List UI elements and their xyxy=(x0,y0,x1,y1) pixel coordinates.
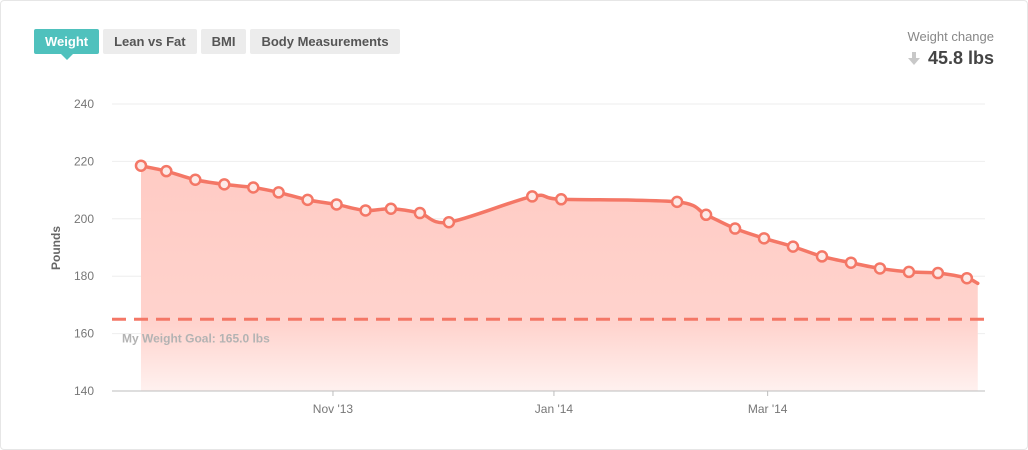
data-point xyxy=(359,204,372,217)
weight-points xyxy=(134,159,974,285)
arrow-down-icon xyxy=(907,51,920,65)
data-point xyxy=(931,266,945,280)
data-point xyxy=(442,215,456,229)
tab-body-measurements[interactable]: Body Measurements xyxy=(250,29,400,54)
data-point xyxy=(728,222,742,235)
data-point xyxy=(844,256,858,269)
data-point xyxy=(525,190,539,203)
y-tick-label: 220 xyxy=(74,154,94,168)
y-tick-label: 140 xyxy=(74,384,94,398)
chart-tabs: Weight Lean vs Fat BMI Body Measurements xyxy=(34,29,400,60)
weight-area xyxy=(140,165,978,391)
tab-weight[interactable]: Weight xyxy=(34,29,100,60)
y-axis-title: Pounds xyxy=(49,226,63,270)
data-point xyxy=(960,271,974,285)
goal-label: My Weight Goal: 165.0 lbs xyxy=(122,331,270,345)
tab-lean-vs-fat[interactable]: Lean vs Fat xyxy=(103,29,197,54)
x-tick-label: Jan '14 xyxy=(535,402,574,416)
data-point xyxy=(902,265,916,279)
weight-change-value-row: 45.8 lbs xyxy=(907,48,994,69)
y-axis-ticks: 140 160 180 200 220 240 xyxy=(74,97,94,398)
weight-change-value: 45.8 lbs xyxy=(927,48,994,68)
x-tick-label: Nov '13 xyxy=(313,402,354,416)
y-tick-label: 160 xyxy=(74,327,94,341)
data-point xyxy=(301,193,314,207)
data-point xyxy=(218,178,231,191)
data-point xyxy=(757,232,771,245)
weight-change-label: Weight change xyxy=(907,29,995,44)
x-axis-ticks: Nov '13 Jan '14 Mar '14 xyxy=(313,391,788,416)
data-point xyxy=(160,164,173,178)
y-tick-label: 200 xyxy=(74,212,94,226)
data-point xyxy=(699,208,713,222)
data-point xyxy=(786,240,800,253)
data-point xyxy=(670,195,684,209)
data-point xyxy=(413,206,427,220)
y-tick-label: 240 xyxy=(74,97,94,111)
data-point xyxy=(873,262,887,275)
data-point xyxy=(384,202,398,216)
tab-bmi[interactable]: BMI xyxy=(200,29,247,54)
data-point xyxy=(134,159,148,172)
x-tick-label: Mar '14 xyxy=(748,402,788,416)
data-point xyxy=(815,250,829,263)
data-point xyxy=(554,193,568,206)
data-point xyxy=(272,186,285,199)
data-point xyxy=(330,198,343,211)
data-point xyxy=(189,173,202,187)
weight-change-summary: Weight change 45.8 lbs xyxy=(908,29,995,69)
y-tick-label: 180 xyxy=(74,269,94,283)
data-point xyxy=(247,181,260,194)
